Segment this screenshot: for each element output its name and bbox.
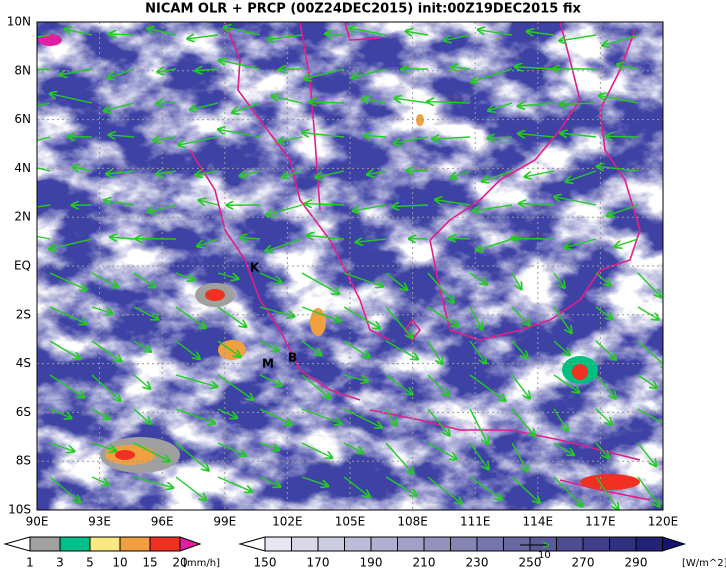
bar-label: 1 bbox=[26, 556, 34, 570]
bar-cell bbox=[557, 537, 584, 551]
bar-cell bbox=[345, 537, 372, 551]
bar-cell bbox=[60, 537, 90, 551]
bar-cell bbox=[150, 537, 180, 551]
lon-label: 114E bbox=[523, 515, 554, 529]
bar-cell bbox=[265, 537, 292, 551]
bar-cell bbox=[610, 537, 637, 551]
bar-label: 170 bbox=[307, 556, 330, 570]
reference-label: 10 bbox=[538, 550, 551, 561]
bar-cell bbox=[477, 537, 504, 551]
lon-label: 111E bbox=[460, 515, 491, 529]
bar-cell bbox=[292, 537, 319, 551]
bar-label: 5 bbox=[86, 556, 94, 570]
lon-label: 102E bbox=[272, 515, 303, 529]
lat-label: 2S bbox=[16, 307, 31, 321]
bar-unit: [mm/h] bbox=[183, 558, 220, 569]
bar-cell bbox=[583, 537, 610, 551]
bar-end bbox=[5, 537, 30, 551]
lon-label: 99E bbox=[213, 515, 236, 529]
station: K bbox=[250, 261, 260, 275]
lat-label: 2N bbox=[14, 210, 31, 224]
lat-label: 8N bbox=[14, 63, 31, 77]
bar-cell bbox=[530, 537, 557, 551]
lat-label: 4S bbox=[16, 356, 31, 370]
bar-label: 3 bbox=[56, 556, 64, 570]
bar-label: 150 bbox=[254, 556, 277, 570]
bar-end bbox=[240, 537, 265, 551]
lat-label: EQ bbox=[14, 259, 31, 273]
bar-cell bbox=[398, 537, 425, 551]
lon-label: 96E bbox=[151, 515, 174, 529]
bar-cell bbox=[451, 537, 478, 551]
cloud-field bbox=[37, 22, 663, 510]
bar-cell bbox=[30, 537, 60, 551]
lon-label: 93E bbox=[88, 515, 111, 529]
lat-label: 4N bbox=[14, 161, 31, 175]
bar-cell bbox=[504, 537, 531, 551]
bar-cell bbox=[120, 537, 150, 551]
lon-label: 90E bbox=[26, 515, 49, 529]
bar-cell bbox=[90, 537, 120, 551]
bar-end bbox=[180, 537, 200, 551]
station: B bbox=[288, 351, 297, 365]
map bbox=[9, 22, 672, 510]
bar-cell bbox=[636, 537, 663, 551]
lat-label: 10S bbox=[8, 503, 31, 517]
lon-label: 105E bbox=[335, 515, 366, 529]
bar-label: 290 bbox=[625, 556, 648, 570]
bar-label: 210 bbox=[413, 556, 436, 570]
bar-label: 270 bbox=[572, 556, 595, 570]
lat-label: 10N bbox=[7, 15, 31, 29]
bar-label: 10 bbox=[112, 556, 127, 570]
lat-label: 8S bbox=[16, 454, 31, 468]
bar-label: 230 bbox=[466, 556, 489, 570]
bar-unit: [W/m^2] bbox=[682, 558, 726, 569]
lat-label: 6N bbox=[14, 112, 31, 126]
bar-cell bbox=[371, 537, 398, 551]
bar-cell bbox=[424, 537, 451, 551]
wind-arrow bbox=[606, 136, 638, 137]
bar-end bbox=[663, 537, 685, 551]
lat-label: 6S bbox=[16, 405, 31, 419]
bar-cell bbox=[318, 537, 345, 551]
lon-label: 108E bbox=[397, 515, 428, 529]
station: M bbox=[262, 357, 274, 371]
title: NICAM OLR + PRCP (00Z24DEC2015) init:00Z… bbox=[145, 2, 581, 17]
bar-label: 190 bbox=[360, 556, 383, 570]
bar-label: 15 bbox=[142, 556, 157, 570]
lon-label: 117E bbox=[585, 515, 616, 529]
lon-label: 120E bbox=[648, 515, 679, 529]
